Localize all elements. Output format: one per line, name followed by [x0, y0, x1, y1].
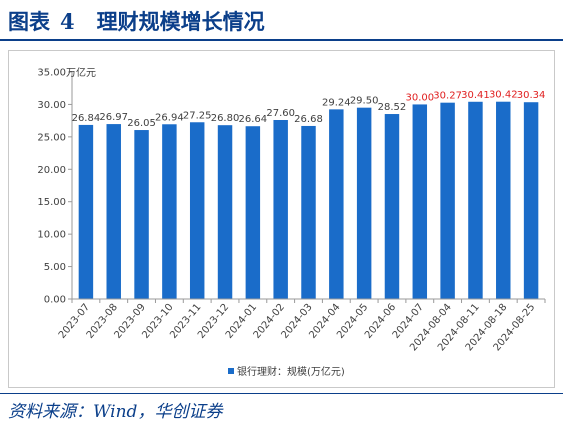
source-divider	[0, 393, 563, 394]
bars	[78, 101, 539, 300]
bar-value-label: 30.41	[461, 90, 490, 101]
bar-value-label: 26.80	[211, 113, 240, 124]
bar	[106, 124, 121, 299]
legend-label: 银行理财：规模(万亿元)	[237, 365, 345, 378]
figure-number: 4	[60, 9, 75, 34]
bar	[356, 107, 372, 300]
bar-value-label: 27.25	[183, 110, 212, 121]
bar-value-label: 26.68	[294, 114, 323, 125]
bar-value-label: 29.50	[350, 96, 379, 107]
bar-value-label: 30.34	[517, 90, 546, 101]
figure-title: 图表 4 理财规模增长情况	[8, 5, 265, 39]
bar-value-label: 26.94	[155, 112, 184, 123]
bar-value-label: 26.97	[99, 112, 128, 123]
bar-value-label: 30.27	[433, 91, 462, 102]
legend-swatch	[228, 368, 234, 374]
title-divider	[0, 39, 563, 41]
bar-value-label: 30.42	[489, 90, 518, 101]
x-axis: 2023-072023-082023-092023-102023-112023-…	[57, 298, 546, 353]
figure-title-prefix: 图表	[8, 9, 50, 34]
y-tick-label: 15.00	[37, 197, 66, 208]
y-axis: 0.00 5.00 10.00 15.00 20.00 25.00 30.00 35.00	[37, 68, 73, 306]
bar	[217, 125, 233, 299]
y-tick-label: 20.00	[37, 165, 66, 176]
y-tick-label: 10.00	[37, 230, 66, 241]
unit-label: 万亿元	[66, 66, 96, 79]
bar	[245, 126, 261, 299]
bar	[440, 102, 455, 299]
bar	[384, 114, 400, 299]
y-tick-label: 0.00	[44, 295, 66, 306]
y-tick-label: 25.00	[37, 132, 66, 143]
y-tick-label: 30.00	[37, 100, 66, 111]
bar	[273, 119, 288, 299]
bar-value-label: 30.00	[405, 92, 434, 103]
bar	[189, 122, 205, 299]
bar	[78, 124, 94, 299]
bar	[523, 102, 539, 300]
legend: 银行理财：规模(万亿元)	[228, 365, 345, 378]
bar	[496, 101, 511, 299]
source-note: 资料来源：Wind，华创证券	[8, 402, 223, 422]
bar	[134, 130, 149, 299]
y-tick-label: 5.00	[44, 262, 66, 273]
bar-value-label: 26.64	[239, 114, 268, 125]
bar	[301, 125, 316, 299]
bar	[162, 124, 177, 299]
chart-frame	[8, 50, 555, 388]
y-tick-label: 35.00	[37, 68, 66, 79]
figure-caption: 理财规模增长情况	[96, 9, 265, 34]
bar-value-label: 29.24	[322, 97, 351, 108]
bar-value-label: 28.52	[378, 102, 407, 113]
bar-value-label: 26.05	[127, 118, 156, 129]
bar	[329, 109, 344, 299]
bar	[412, 104, 428, 299]
bar	[468, 101, 483, 299]
bar-value-label: 27.60	[266, 108, 295, 119]
bar-value-label: 26.84	[72, 113, 101, 124]
